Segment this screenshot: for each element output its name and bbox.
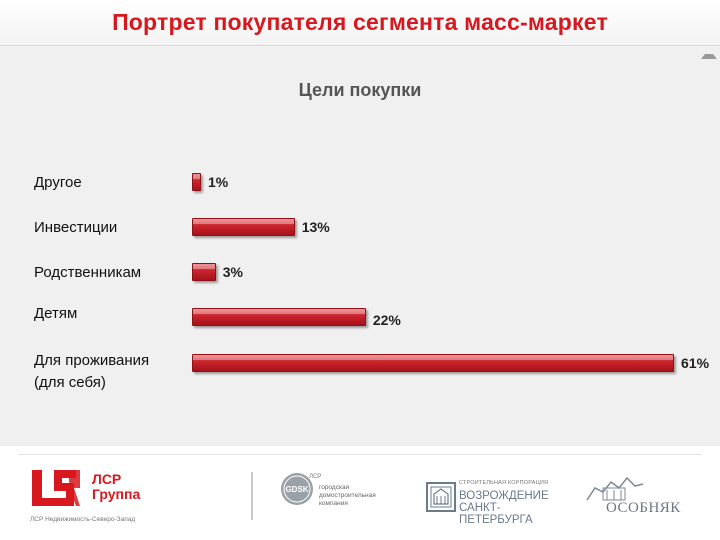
category-label: Родственникам: [34, 262, 141, 284]
vozrozhdenie-line2: САНКТ-ПЕТЕРБУРГА: [459, 502, 533, 526]
bar: [192, 218, 295, 236]
osobnyak-name: ОСОБНЯК: [606, 500, 681, 516]
vozrozhdenie-caption: СТРОИТЕЛЬНАЯ КОРПОРАЦИЯ: [459, 480, 549, 486]
gdsk-sup: ЛСР: [309, 474, 322, 480]
vozrozhdenie-name: ВОЗРОЖДЕНИЕ САНКТ-ПЕТЕРБУРГА: [459, 490, 569, 526]
gdsk-line: домостроительная: [319, 492, 376, 499]
bar: [192, 173, 201, 191]
bar: [192, 263, 216, 281]
page-title: Портрет покупателя сегмента масс-маркет: [112, 9, 608, 35]
value-label: 3%: [222, 264, 243, 280]
gdsk-line: городская: [319, 484, 350, 491]
category-label-line: Другое: [34, 174, 82, 191]
footer-divider: [251, 472, 253, 520]
osobnyak-icon: [586, 476, 644, 501]
gdsk-text: городская домостроительная компания: [319, 484, 409, 508]
chart-title: Цели покупки: [298, 80, 422, 100]
chart-panel: Цели покупки Другое 1% Инвестиции 13% Родств…: [0, 46, 720, 446]
category-label: Для проживания (для себя): [34, 350, 149, 394]
lsr-logo: [32, 470, 80, 506]
value-label: 61%: [681, 355, 710, 371]
gdsk-badge-text: GDSK: [285, 485, 308, 494]
category-label-line: Детям: [34, 305, 78, 322]
category-label: Инвестиции: [34, 217, 117, 239]
title-bar: Портрет покупателя сегмента масс-маркет: [0, 0, 720, 46]
lsr-tagline: ЛСР Недвижимость-Северо-Запад: [30, 516, 136, 523]
footer-separator: [18, 454, 702, 455]
lsr-brand-line2: Группа: [92, 486, 141, 502]
gdsk-logo: GDSK: [281, 473, 313, 505]
category-label-line: Инвестиции: [34, 219, 118, 236]
category-label-line: (для себя): [34, 374, 106, 391]
vozrozhdenie-icon: [426, 482, 456, 512]
category-label-line: Для проживания: [34, 352, 150, 369]
category-label: Другое: [34, 172, 82, 194]
value-label: 22%: [372, 312, 401, 328]
lsr-brand-line1: ЛСР: [92, 471, 122, 487]
lsr-brand-name: ЛСР Группа: [92, 472, 152, 502]
bar: [192, 308, 366, 326]
bar: [192, 354, 674, 372]
value-label: 13%: [301, 219, 330, 235]
gdsk-line: компания: [319, 500, 348, 507]
vozrozhdenie-line1: ВОЗРОЖДЕНИЕ: [459, 490, 549, 502]
category-label: Детям: [34, 303, 77, 325]
footer: ЛСР Группа ЛСР Недвижимость-Северо-Запад…: [0, 446, 720, 540]
value-label: 1%: [208, 174, 229, 190]
category-label-line: Родственникам: [34, 264, 142, 281]
